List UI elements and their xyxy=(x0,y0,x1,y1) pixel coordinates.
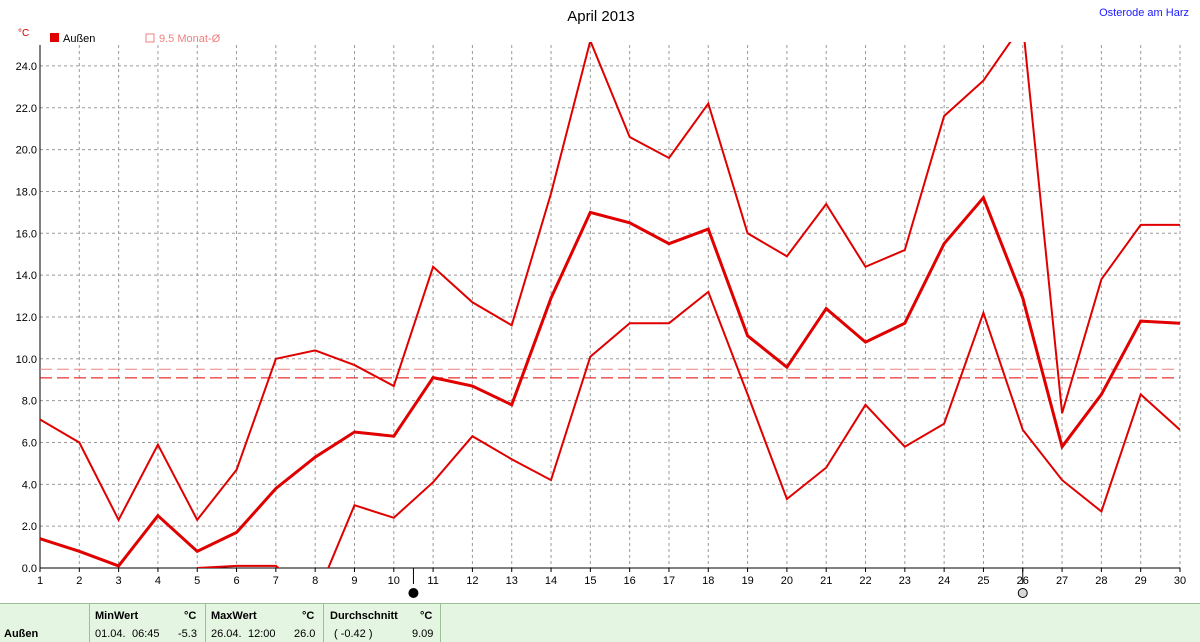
max-header: MaxWert xyxy=(211,610,257,622)
x-tick-label: 19 xyxy=(741,575,753,587)
x-tick-label: 5 xyxy=(194,575,200,587)
x-tick-label: 9 xyxy=(351,575,357,587)
x-tick-label: 10 xyxy=(388,575,400,587)
series-lines xyxy=(40,42,1180,568)
y-tick-label: 2.0 xyxy=(22,521,37,533)
max-time: 12:00 xyxy=(248,628,276,640)
x-tick-label: 23 xyxy=(899,575,911,587)
stats-row-label: Außen xyxy=(4,628,39,640)
axis-markers xyxy=(408,568,1028,598)
series-line-min xyxy=(197,290,1180,568)
x-tick-label: 6 xyxy=(233,575,239,587)
x-tick-label: 20 xyxy=(781,575,793,587)
x-tick-label: 28 xyxy=(1095,575,1107,587)
stats-max-cell: MaxWert °C 26.04. 12:00 26.0 xyxy=(206,604,324,642)
y-tick-label: 10.0 xyxy=(16,354,37,366)
legend-series-swatch[interactable] xyxy=(50,33,59,42)
x-tick-label: 12 xyxy=(466,575,478,587)
y-tick-label: 16.0 xyxy=(16,228,37,240)
avg-unit: °C xyxy=(420,610,433,622)
min-date: 01.04. xyxy=(95,628,126,640)
y-tick-label: 0.0 xyxy=(22,563,37,575)
x-tick-label: 21 xyxy=(820,575,832,587)
y-tick-label: 14.0 xyxy=(16,270,37,282)
x-tick-label: 24 xyxy=(938,575,950,587)
avg-delta: ( -0.42 ) xyxy=(334,628,373,640)
avg-value: 9.09 xyxy=(412,628,434,640)
full-moon-icon xyxy=(1017,588,1028,598)
x-tick-label: 13 xyxy=(506,575,518,587)
y-tick-label: 18.0 xyxy=(16,186,37,198)
x-tick-label: 3 xyxy=(116,575,122,587)
y-tick-label: 6.0 xyxy=(22,437,37,449)
x-tick-label: 2 xyxy=(76,575,82,587)
y-tick-label: 24.0 xyxy=(16,61,37,73)
temperature-chart: 0.0 2.0 4.0 6.0 8.0 10.0 12.0 14.0 16.0 18.0 20.0 2… xyxy=(16,7,1189,598)
x-tick-label: 30 xyxy=(1174,575,1186,587)
legend-avg-label[interactable]: 9.5 Monat-Ø xyxy=(159,33,221,45)
legend-avg-swatch[interactable] xyxy=(145,33,155,43)
x-tick-label: 29 xyxy=(1135,575,1147,587)
x-tick-label: 1 xyxy=(37,575,43,587)
x-tick-label: 11 xyxy=(427,575,438,587)
stats-avg-cell: Durchschnitt °C ( -0.42 ) 9.09 xyxy=(324,604,441,642)
x-tick-label: 15 xyxy=(584,575,596,587)
max-unit: °C xyxy=(302,610,315,622)
avg-header: Durchschnitt xyxy=(330,610,398,622)
max-value: 26.0 xyxy=(294,628,316,640)
chart-title: April 2013 xyxy=(567,8,635,25)
legend-series-label[interactable]: Außen xyxy=(63,33,95,45)
min-unit: °C xyxy=(184,610,197,622)
x-tick-label: 18 xyxy=(702,575,714,587)
y-tick-label: 20.0 xyxy=(16,145,37,157)
x-tick-label: 7 xyxy=(273,575,279,587)
reference-lines xyxy=(40,368,1180,379)
max-date: 26.04. xyxy=(211,628,242,640)
min-value: -5.3 xyxy=(178,628,197,640)
x-tick-label: 16 xyxy=(624,575,636,587)
series-line-mean xyxy=(40,194,1180,568)
x-tick-label: 17 xyxy=(663,575,675,587)
stats-row-label-cell: Außen xyxy=(0,604,90,642)
stats-min-cell: MinWert °C 01.04. 06:45 -5.3 xyxy=(90,604,206,642)
y-unit-label: °C xyxy=(18,28,29,39)
x-tick-label: 4 xyxy=(155,575,161,587)
x-tick-label: 27 xyxy=(1056,575,1068,587)
y-tick-label: 4.0 xyxy=(22,479,37,491)
min-time: 06:45 xyxy=(132,628,160,640)
x-tick-label: 22 xyxy=(859,575,871,587)
statistics-bar: Außen MinWert °C 01.04. 06:45 -5.3 MaxWe… xyxy=(0,603,1200,642)
y-tick-label: 12.0 xyxy=(16,312,37,324)
axis-ticks: 0.0 2.0 4.0 6.0 8.0 10.0 12.0 14.0 16.0 18.0 20.0 2… xyxy=(16,61,1187,587)
x-tick-label: 25 xyxy=(977,575,989,587)
y-tick-label: 8.0 xyxy=(22,396,37,408)
y-tick-label: 22.0 xyxy=(16,103,37,115)
new-moon-icon xyxy=(408,588,419,598)
location-label[interactable]: Osterode am Harz xyxy=(1099,7,1189,19)
x-tick-label: 8 xyxy=(312,575,318,587)
min-header: MinWert xyxy=(95,610,139,622)
series-line-max xyxy=(40,42,1180,523)
x-tick-label: 14 xyxy=(545,575,557,587)
chart-grid xyxy=(39,45,1181,569)
